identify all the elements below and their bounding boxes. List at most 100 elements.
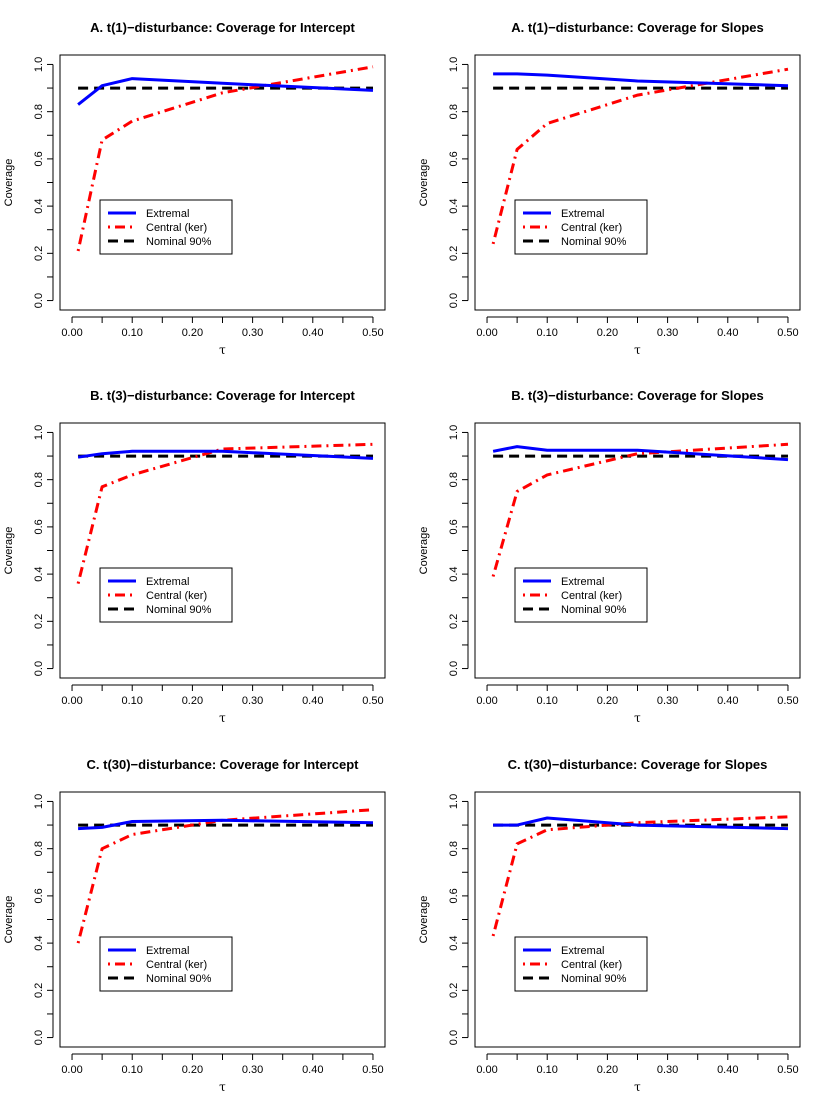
chart-panel-4: B. t(3)−disturbance: Coverage for Slopes… [418,388,801,725]
x-tick-label: 0.00 [476,327,497,339]
legend-label: Nominal 90% [561,236,627,248]
legend: Extremal Central (ker) Nominal 90% [514,199,648,255]
legend: Extremal Central (ker) Nominal 90% [514,567,648,623]
x-tick-label: 0.50 [777,327,798,339]
y-tick-label: 1.0 [33,794,45,809]
chart-title: C. t(30)−disturbance: Coverage for Slope… [508,757,768,772]
x-axis-label: τ [634,1080,641,1094]
x-tick-label: 0.20 [597,695,618,707]
x-axis-label: τ [634,711,641,725]
x-axis: 0.00 0.10 0.20 0.30 0.40 0.50 τ [61,1053,384,1094]
y-tick-label: 0.6 [33,519,45,534]
y-tick-label: 0.8 [33,841,45,856]
series-line-extremal [78,818,374,831]
legend-label: Extremal [146,208,189,220]
x-axis: 0.00 0.10 0.20 0.30 0.40 0.50 τ [61,316,384,357]
x-axis-label: τ [634,343,641,357]
y-tick-label: 0.0 [33,1030,45,1045]
y-tick-label: 0.2 [448,614,460,629]
x-tick-label: 0.00 [61,1064,82,1076]
x-tick-label: 0.50 [777,695,798,707]
legend-label: Nominal 90% [146,973,212,985]
x-axis: 0.00 0.10 0.20 0.30 0.40 0.50 τ [61,684,384,725]
legend-label: Central (ker) [146,222,207,234]
x-tick-label: 0.30 [657,1064,678,1076]
plot-frame [59,422,386,679]
series-line-central-ker [491,442,789,577]
y-tick-label: 1.0 [448,425,460,440]
legend-label: Extremal [561,576,604,588]
x-axis: 0.00 0.10 0.20 0.30 0.40 0.50 τ [476,684,799,725]
legend-label: Nominal 90% [146,236,212,248]
legend-label: Extremal [146,945,189,957]
plot-frame [474,791,801,1048]
x-tick-label: 0.10 [537,1064,558,1076]
y-axis-label: Coverage [3,896,15,944]
legend-label: Central (ker) [561,222,622,234]
y-tick-label: 0.6 [33,151,45,166]
series-line-extremal [77,449,374,460]
legend-label: Nominal 90% [561,604,627,616]
x-tick-label: 0.50 [362,327,383,339]
y-tick-label: 0.0 [448,661,460,676]
y-tick-label: 0.0 [33,293,45,308]
x-tick-label: 0.10 [537,695,558,707]
legend-label: Central (ker) [561,590,622,602]
x-tick-label: 0.40 [717,1064,738,1076]
chart-title: B. t(3)−disturbance: Coverage for Interc… [90,388,355,403]
y-axis: 0.0 0.2 0.4 0.6 0.8 1.0 Coverage [3,57,54,308]
legend-label: Nominal 90% [561,973,627,985]
x-axis: 0.00 0.10 0.20 0.30 0.40 0.50 τ [476,316,799,357]
y-axis: 0.0 0.2 0.4 0.6 0.8 1.0 Coverage [418,57,469,308]
x-tick-label: 0.10 [122,695,143,707]
y-tick-label: 0.2 [33,614,45,629]
x-tick-label: 0.40 [717,695,738,707]
y-tick-label: 0.4 [448,935,460,950]
y-axis-label: Coverage [418,159,430,207]
y-tick-label: 1.0 [448,794,460,809]
y-tick-label: 0.8 [33,472,45,487]
x-axis: 0.00 0.10 0.20 0.30 0.40 0.50 τ [476,1053,799,1094]
chart-title: B. t(3)−disturbance: Coverage for Slopes [511,388,763,403]
plot-frame [59,54,386,311]
y-tick-label: 0.0 [33,661,45,676]
series-line-extremal [492,445,789,462]
chart-panel-6: C. t(30)−disturbance: Coverage for Slope… [418,757,801,1094]
chart-title: A. t(1)−disturbance: Coverage for Slopes [511,20,763,35]
y-tick-label: 0.2 [448,983,460,998]
x-tick-label: 0.10 [537,327,558,339]
legend-label: Extremal [561,945,604,957]
y-tick-label: 0.4 [33,935,45,950]
y-tick-label: 0.2 [33,983,45,998]
x-tick-label: 0.00 [476,1064,497,1076]
legend: Extremal Central (ker) Nominal 90% [514,936,648,992]
y-tick-label: 0.4 [33,198,45,213]
y-tick-label: 0.4 [448,566,460,581]
x-tick-label: 0.00 [476,695,497,707]
chart-panel-2: A. t(1)−disturbance: Coverage for Slopes… [418,20,801,357]
y-axis-label: Coverage [418,896,430,944]
legend-label: Central (ker) [146,959,207,971]
x-tick-label: 0.50 [362,695,383,707]
series-line-central-ker [76,65,374,252]
x-axis-label: τ [219,711,226,725]
y-tick-label: 0.2 [33,246,45,261]
legend-label: Nominal 90% [146,604,212,616]
y-axis-label: Coverage [418,527,430,575]
y-tick-label: 1.0 [448,57,460,72]
x-tick-label: 0.20 [182,1064,203,1076]
x-tick-label: 0.10 [122,327,143,339]
y-tick-label: 0.4 [33,566,45,581]
y-tick-label: 0.8 [448,104,460,119]
y-tick-label: 0.4 [448,198,460,213]
x-tick-label: 0.30 [657,327,678,339]
y-tick-label: 0.6 [33,888,45,903]
x-tick-label: 0.20 [182,327,203,339]
y-tick-label: 0.8 [448,841,460,856]
legend: Extremal Central (ker) Nominal 90% [99,567,233,623]
plot-frame [474,54,801,311]
y-tick-label: 0.8 [448,472,460,487]
y-tick-label: 1.0 [33,425,45,440]
series-line-extremal [493,816,789,831]
